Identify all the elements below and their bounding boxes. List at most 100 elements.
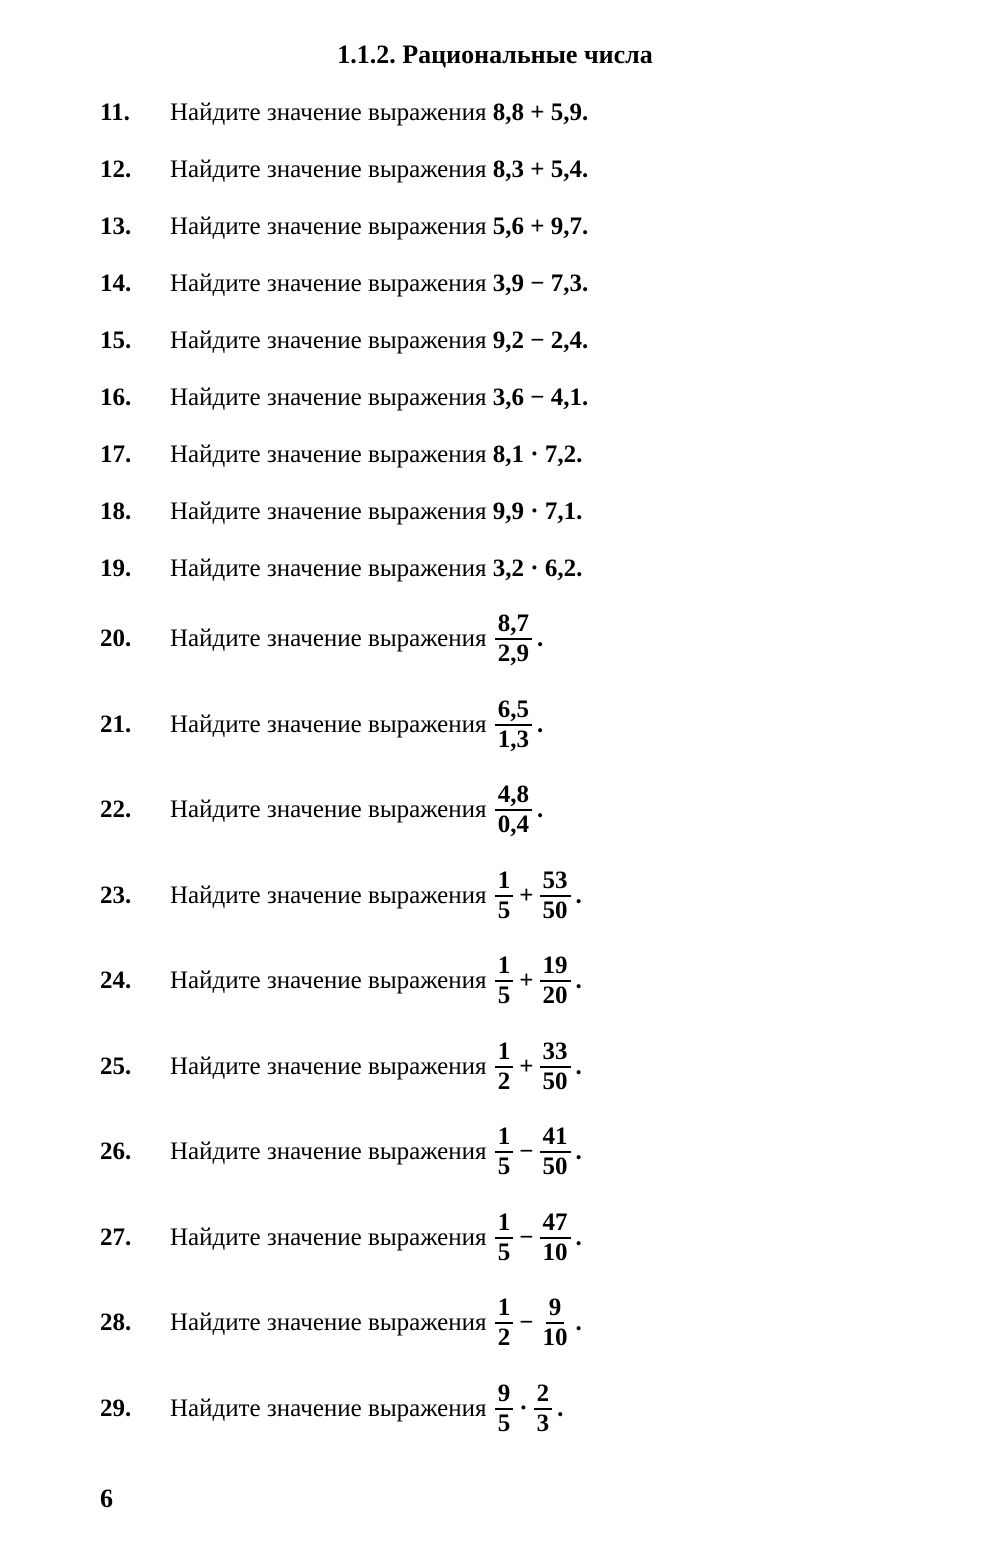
period: .	[573, 1308, 582, 1338]
problem-stem: Найдите значение выражения	[170, 710, 493, 740]
problem-number: 22.	[100, 795, 170, 825]
period: .	[573, 1223, 582, 1253]
fraction-denominator: 10	[540, 1324, 571, 1351]
problem-number: 11.	[100, 98, 170, 128]
fraction-numerator: 41	[540, 1124, 571, 1153]
problem-number: 19.	[100, 554, 170, 584]
problem-text: Найдите значение выражения 15+5350.	[170, 868, 582, 925]
fraction-denominator: 3	[534, 1410, 553, 1437]
fraction-denominator: 50	[540, 1153, 571, 1180]
problem-row: 17.Найдите значение выражения 8,1 · 7,2.	[100, 440, 890, 470]
problem-number: 27.	[100, 1223, 170, 1253]
problem-text: Найдите значение выражения 9,9 · 7,1.	[170, 497, 582, 527]
fraction-numerator: 9	[495, 1381, 514, 1410]
problem-number: 23.	[100, 881, 170, 911]
problem-stem: Найдите значение выражения	[170, 1394, 493, 1424]
problem-stem: Найдите значение выражения	[170, 795, 493, 825]
fraction-denominator: 5	[495, 1239, 514, 1266]
problem-number: 29.	[100, 1394, 170, 1424]
problem-row: 15.Найдите значение выражения 9,2 − 2,4.	[100, 326, 890, 356]
problem-number: 24.	[100, 966, 170, 996]
expression: 3,2 · 6,2.	[493, 554, 583, 584]
period: .	[534, 624, 543, 654]
fraction: 12	[495, 1295, 514, 1352]
problem-stem: Найдите значение выражения	[170, 554, 493, 584]
fraction-denominator: 2	[495, 1324, 514, 1351]
fraction-denominator: 5	[495, 982, 514, 1009]
page-number: 6	[100, 1484, 113, 1514]
period: .	[573, 1137, 582, 1167]
problem-stem: Найдите значение выражения	[170, 624, 493, 654]
fraction-numerator: 6,5	[495, 697, 532, 726]
problem-stem: Найдите значение выражения	[170, 440, 493, 470]
expression: 5,6 + 9,7.	[493, 212, 589, 242]
problem-stem: Найдите значение выражения	[170, 881, 493, 911]
problem-row: 25.Найдите значение выражения 12+3350.	[100, 1039, 890, 1096]
expression: 8,3 + 5,4.	[493, 155, 589, 185]
problem-text: Найдите значение выражения 3,6 − 4,1.	[170, 383, 588, 413]
fraction-numerator: 47	[540, 1210, 571, 1239]
period: .	[554, 1394, 563, 1424]
problem-text: Найдите значение выражения 9,2 − 2,4.	[170, 326, 588, 356]
problem-stem: Найдите значение выражения	[170, 966, 493, 996]
fraction-denominator: 5	[495, 1153, 514, 1180]
problem-text: Найдите значение выражения 15+1920.	[170, 953, 582, 1010]
problem-list: 11.Найдите значение выражения 8,8 + 5,9.…	[100, 98, 890, 1466]
problem-row: 24.Найдите значение выражения 15+1920.	[100, 953, 890, 1010]
operator: −	[515, 1223, 537, 1253]
operator: −	[515, 1308, 537, 1338]
problem-row: 11.Найдите значение выражения 8,8 + 5,9.	[100, 98, 890, 128]
problem-text: Найдите значение выражения 3,9 − 7,3.	[170, 269, 588, 299]
problem-text: Найдите значение выражения 12+3350.	[170, 1039, 582, 1096]
problem-text: Найдите значение выражения 3,2 · 6,2.	[170, 554, 582, 584]
problem-number: 18.	[100, 497, 170, 527]
fraction-denominator: 1,3	[495, 726, 532, 753]
fraction: 4710	[540, 1210, 571, 1267]
fraction-numerator: 4,8	[495, 782, 532, 811]
fraction-denominator: 2	[495, 1068, 514, 1095]
fraction: 1920	[540, 953, 571, 1010]
problem-row: 16.Найдите значение выражения 3,6 − 4,1.	[100, 383, 890, 413]
problem-text: Найдите значение выражения 15−4710.	[170, 1210, 582, 1267]
expression: 8,1 · 7,2.	[493, 440, 583, 470]
fraction: 15	[495, 868, 514, 925]
problem-stem: Найдите значение выражения	[170, 269, 493, 299]
fraction-numerator: 9	[546, 1295, 565, 1324]
problem-number: 15.	[100, 326, 170, 356]
problem-stem: Найдите значение выражения	[170, 326, 493, 356]
fraction-numerator: 1	[495, 868, 514, 897]
section-title: 1.1.2. Рациональные числа	[100, 40, 890, 70]
problem-stem: Найдите значение выражения	[170, 212, 493, 242]
fraction-denominator: 5	[495, 897, 514, 924]
problem-text: Найдите значение выражения 8,8 + 5,9.	[170, 98, 588, 128]
operator: +	[515, 881, 537, 911]
problem-number: 13.	[100, 212, 170, 242]
problem-text: Найдите значение выражения 15−4150.	[170, 1124, 582, 1181]
fraction-denominator: 50	[540, 897, 571, 924]
fraction: 910	[540, 1295, 571, 1352]
fraction: 4,80,4	[495, 782, 532, 839]
expression: 3,6 − 4,1.	[493, 383, 589, 413]
problem-row: 13.Найдите значение выражения 5,6 + 9,7.	[100, 212, 890, 242]
operator: ·	[515, 1394, 531, 1424]
problem-stem: Найдите значение выражения	[170, 497, 493, 527]
problem-row: 27.Найдите значение выражения 15−4710.	[100, 1210, 890, 1267]
fraction: 12	[495, 1039, 514, 1096]
problem-number: 26.	[100, 1137, 170, 1167]
problem-stem: Найдите значение выражения	[170, 1223, 493, 1253]
problem-text: Найдите значение выражения 4,80,4.	[170, 782, 543, 839]
problem-text: Найдите значение выражения 8,3 + 5,4.	[170, 155, 588, 185]
expression: 3,9 − 7,3.	[493, 269, 589, 299]
problem-text: Найдите значение выражения 5,6 + 9,7.	[170, 212, 588, 242]
problem-stem: Найдите значение выражения	[170, 1137, 493, 1167]
problem-text: Найдите значение выражения 6,51,3.	[170, 697, 543, 754]
expression: 9,9 · 7,1.	[493, 497, 583, 527]
problem-text: Найдите значение выражения 8,1 · 7,2.	[170, 440, 582, 470]
fraction-numerator: 1	[495, 1295, 514, 1324]
fraction: 8,72,9	[495, 611, 532, 668]
problem-row: 12.Найдите значение выражения 8,3 + 5,4.	[100, 155, 890, 185]
fraction: 15	[495, 1210, 514, 1267]
expression: 8,8 + 5,9.	[493, 98, 589, 128]
operator: +	[515, 1052, 537, 1082]
problem-row: 29.Найдите значение выражения 95·23.	[100, 1381, 890, 1438]
